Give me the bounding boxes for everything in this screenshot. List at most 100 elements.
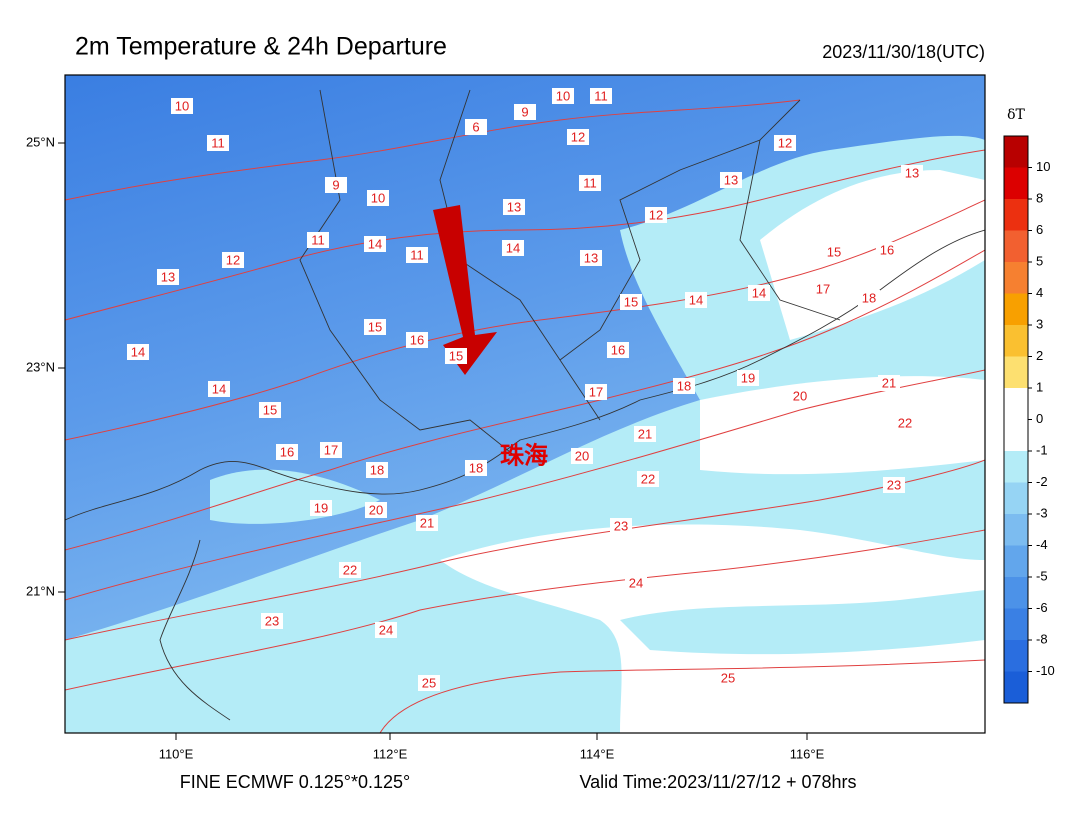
- contour-label: 15: [827, 244, 841, 259]
- date: 2023/11/30/18(UTC): [822, 42, 985, 62]
- colorbar-label: 8: [1036, 190, 1043, 205]
- contour-label: 11: [211, 135, 225, 150]
- contour-label: 23: [614, 518, 628, 533]
- contour-label-box: [883, 477, 905, 493]
- contour-label-box: [325, 177, 347, 193]
- contour-label: 14: [689, 292, 703, 307]
- contour-label: 13: [507, 199, 521, 214]
- colorbar-box: [1004, 136, 1028, 168]
- colorbar-box: [1004, 230, 1028, 262]
- contour-label-box: [367, 190, 389, 206]
- contour-label-box: [673, 378, 695, 394]
- contour-label-box: [418, 675, 440, 691]
- contour-label-box: [607, 342, 629, 358]
- contour-label: 16: [880, 242, 894, 257]
- contour-label: 23: [887, 477, 901, 492]
- colorbar-label: 0: [1036, 411, 1043, 426]
- colorbar-box: [1004, 356, 1028, 388]
- contour-label-box: [585, 384, 607, 400]
- contour-label-box: [610, 518, 632, 534]
- contour-label: 12: [571, 129, 585, 144]
- contour-label: 14: [131, 344, 145, 359]
- contour-label: 20: [575, 448, 589, 463]
- contour-label: 11: [311, 232, 325, 247]
- contour-label-box: [876, 242, 898, 258]
- contour-label-box: [465, 119, 487, 135]
- contour-label-box: [406, 332, 428, 348]
- contour-label-box: [878, 375, 900, 391]
- contour-label: 20: [793, 388, 807, 403]
- contour-label: 13: [161, 269, 175, 284]
- contour-label: 16: [410, 332, 424, 347]
- colorbar-label: 3: [1036, 316, 1043, 331]
- colorbar-box: [1004, 293, 1028, 325]
- contour-label-box: [320, 442, 342, 458]
- contour-label-box: [503, 199, 525, 215]
- colorbar-box: [1004, 640, 1028, 672]
- contour-label: 23: [265, 613, 279, 628]
- contour-label: 19: [314, 500, 328, 515]
- contour-label-box: [634, 426, 656, 442]
- contour-label-box: [365, 502, 387, 518]
- colorbar-label: -5: [1036, 568, 1048, 583]
- colorbar-label: 4: [1036, 285, 1043, 300]
- colorbar-label: 1: [1036, 379, 1043, 394]
- contour-label-box: [685, 292, 707, 308]
- contour-label: 14: [752, 285, 766, 300]
- contour-label: 13: [724, 172, 738, 187]
- colorbar-box: [1004, 167, 1028, 199]
- map-fields: [65, 75, 985, 733]
- contour-label-box: [366, 462, 388, 478]
- contour-label: 12: [778, 135, 792, 150]
- city-label: 珠海: [500, 441, 548, 469]
- contour-label: 14: [506, 240, 520, 255]
- contour-label-box: [580, 250, 602, 266]
- contour-label-box: [445, 348, 467, 364]
- contour-label: 13: [905, 165, 919, 180]
- colorbar-label: -6: [1036, 600, 1048, 615]
- contour-label: 11: [583, 175, 597, 190]
- colorbar-box: [1004, 325, 1028, 357]
- colorbar-box: [1004, 262, 1028, 294]
- contour-label: 17: [324, 442, 338, 457]
- colorbar-box: [1004, 199, 1028, 231]
- contour-label-box: [514, 104, 536, 120]
- contour-label: 22: [898, 415, 912, 430]
- contour-label: 15: [263, 402, 277, 417]
- contour-label-box: [406, 247, 428, 263]
- colorbar-title: δT: [1007, 107, 1025, 123]
- contour-label-box: [567, 129, 589, 145]
- colorbar-box: [1004, 514, 1028, 546]
- contour-label-box: [823, 244, 845, 260]
- contour-label: 14: [368, 236, 382, 251]
- colorbar-label: 5: [1036, 253, 1043, 268]
- contour-label: 18: [469, 460, 483, 475]
- contour-label-box: [259, 402, 281, 418]
- contour-label: 21: [638, 426, 652, 441]
- colorbar-box: [1004, 388, 1028, 420]
- contour-label-box: [339, 562, 361, 578]
- colorbar-label: 6: [1036, 222, 1043, 237]
- contour-label: 18: [677, 378, 691, 393]
- contour-label-box: [620, 294, 642, 310]
- contour-label: 6: [472, 119, 479, 134]
- contour-label-box: [812, 281, 834, 297]
- contour-label: 22: [343, 562, 357, 577]
- colorbar-box: [1004, 671, 1028, 703]
- contour-label-box: [720, 172, 742, 188]
- lon-label: 110°E: [159, 746, 194, 761]
- contour-label-box: [276, 444, 298, 460]
- contour-label: 13: [584, 250, 598, 265]
- contour-label: 17: [589, 384, 603, 399]
- colorbar-label: 10: [1036, 159, 1050, 174]
- map-frame: [64, 74, 986, 734]
- lon-label: 112°E: [373, 746, 408, 761]
- contour-label: 9: [332, 177, 339, 192]
- contour-label: 24: [629, 575, 643, 590]
- contour-label-box: [207, 135, 229, 151]
- contour-label-box: [789, 388, 811, 404]
- contour-label: 10: [556, 88, 570, 103]
- footer-right: Valid Time:2023/11/27/12 + 078hrs: [579, 772, 856, 792]
- contour-label: 10: [371, 190, 385, 205]
